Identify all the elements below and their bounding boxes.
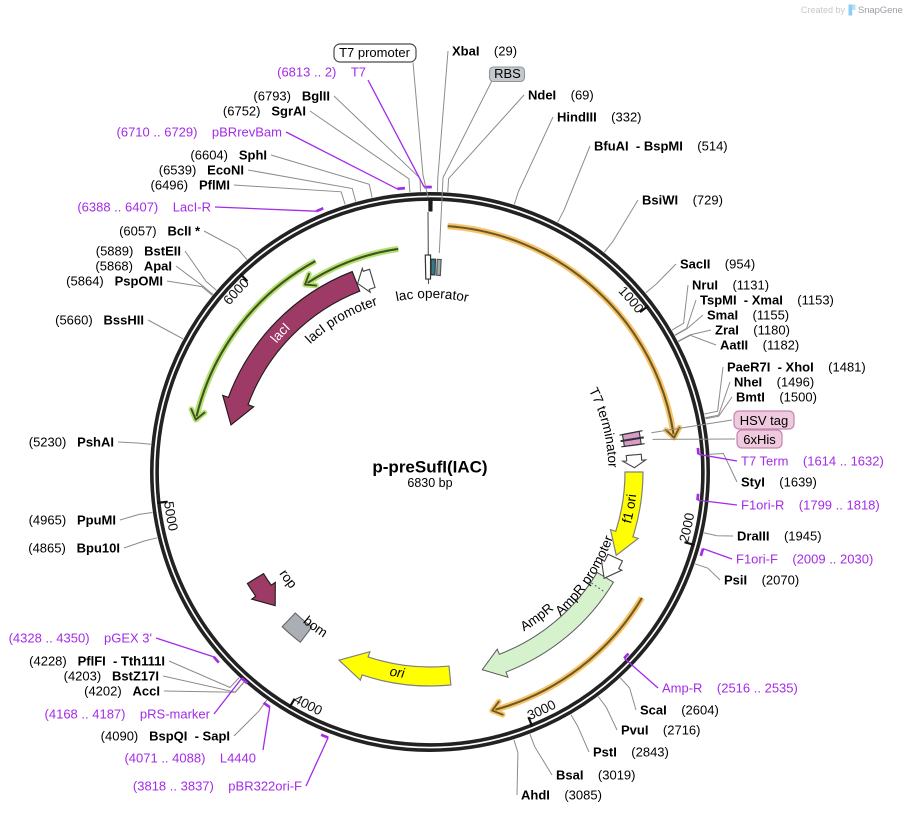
svg-text:(6539) EcoNI: (6539) EcoNI [159,163,244,178]
svg-text:F1ori-R (1799 .. 1818): F1ori-R (1799 .. 1818) [741,498,880,513]
svg-text:(6388 .. 6407) LacI-R: (6388 .. 6407) LacI-R [77,200,211,215]
svg-text:XbaI (29): XbaI (29) [452,44,517,59]
svg-text:StyI (1639): StyI (1639) [741,475,817,490]
svg-text:(6793) BglII: (6793) BglII [253,89,330,104]
svg-text:PsiI (2070): PsiI (2070) [724,573,799,588]
svg-text:(4203) BstZ17I: (4203) BstZ17I [64,669,159,684]
svg-text:ZraI (1180): ZraI (1180) [715,323,790,338]
svg-text:RBS: RBS [494,66,521,81]
svg-text:(5660) BssHII: (5660) BssHII [55,313,144,328]
svg-text:(4168 .. 4187) pRS-marker: (4168 .. 4187) pRS-marker [45,707,211,722]
svg-text:(5889) BstEII: (5889) BstEII [96,244,181,259]
svg-text:F1ori-F (2009 .. 2030): F1ori-F (2009 .. 2030) [736,552,873,567]
svg-text:(5864) PspOMI: (5864) PspOMI [66,274,163,289]
svg-text:SacII (954): SacII (954) [680,257,755,272]
svg-text:HindIII (332): HindIII (332) [557,110,642,125]
svg-text:Amp-R (2516 .. 2535): Amp-R (2516 .. 2535) [662,681,798,696]
svg-text:PaeR7I - XhoI (1481): PaeR7I - XhoI (1481) [727,360,866,375]
svg-text:BsaI (3019): BsaI (3019) [556,768,636,783]
svg-text:6xHis: 6xHis [743,432,776,447]
svg-text:(4328 .. 4350) pGEX 3': (4328 .. 4350) pGEX 3' [9,631,152,646]
svg-text:Created by: Created by [801,5,846,15]
svg-text:(6604) SphI: (6604) SphI [190,148,267,163]
svg-text:TspMI - XmaI (1153): TspMI - XmaI (1153) [700,293,834,308]
svg-text:SnapGene: SnapGene [858,5,903,16]
svg-text:(5868) ApaI: (5868) ApaI [95,259,172,274]
svg-text:(4202) AccI: (4202) AccI [84,684,160,699]
svg-text:(6057) BclI *: (6057) BclI * [119,224,201,239]
svg-text:(4090) BspQI - SapI: (4090) BspQI - SapI [101,729,230,744]
svg-text:NdeI (69): NdeI (69) [528,88,594,103]
svg-text:(6496) PflMI: (6496) PflMI [151,178,230,193]
svg-text:T7 Term (1614 .. 1632): T7 Term (1614 .. 1632) [741,454,884,469]
svg-text:(4965) PpuMI: (4965) PpuMI [29,513,116,528]
svg-text:(4071 .. 4088) L4440: (4071 .. 4088) L4440 [124,751,256,766]
svg-text:ScaI (2604): ScaI (2604) [640,703,719,718]
svg-text:(6813 .. 2) T7: (6813 .. 2) T7 [277,65,366,80]
svg-text:(6752) SgrAI: (6752) SgrAI [223,104,306,119]
svg-text:DraIII (1945): DraIII (1945) [737,529,822,544]
svg-text:ori: ori [389,664,407,681]
svg-text:BsiWI (729): BsiWI (729) [642,193,723,208]
svg-text:SmaI (1155): SmaI (1155) [707,308,789,323]
svg-text:(5230) PshAI: (5230) PshAI [29,435,114,450]
svg-text:PvuI (2716): PvuI (2716) [621,723,701,738]
svg-text:HSV tag: HSV tag [740,413,788,428]
svg-text:(6710 .. 6729) pBRrevBam: (6710 .. 6729) pBRrevBam [117,125,282,140]
svg-text:BmtI (1500): BmtI (1500) [736,390,817,405]
svg-text:AhdI (3085): AhdI (3085) [521,788,602,803]
svg-text:NruI (1131): NruI (1131) [692,278,769,293]
svg-text:NheI (1496): NheI (1496) [734,375,814,390]
svg-text:T7 promoter: T7 promoter [339,45,410,60]
svg-text:BfuAI - BspMI (514): BfuAI - BspMI (514) [594,139,728,154]
svg-text:AatII (1182): AatII (1182) [720,338,799,353]
svg-text:(4865) Bpu10I: (4865) Bpu10I [28,541,120,556]
svg-text:(4228) PflFI - Tth111I: (4228) PflFI - Tth111I [29,654,165,669]
svg-text:(3818 .. 3837) pBR322ori-F: (3818 .. 3837) pBR322ori-F [133,779,302,794]
svg-text:PstI (2843): PstI (2843) [593,745,669,760]
svg-text:p-preSufI(IAC): p-preSufI(IAC) [372,458,487,477]
svg-text:6830 bp: 6830 bp [407,476,452,490]
